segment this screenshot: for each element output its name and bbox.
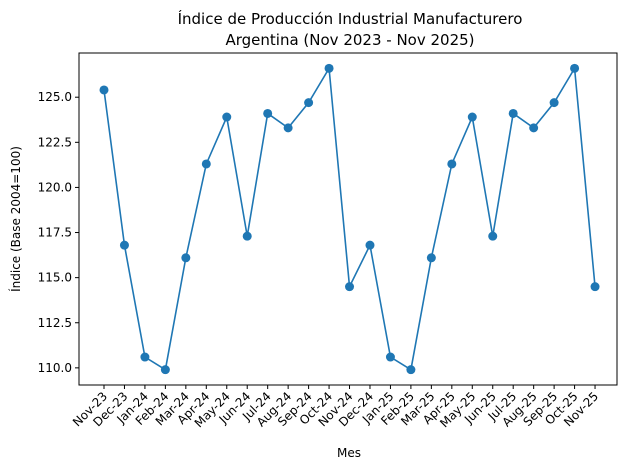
x-axis-label: Mes: [337, 446, 361, 460]
y-tick-label: 115.0: [38, 271, 72, 285]
data-point-Nov-24: [345, 282, 355, 292]
data-point-Jan-25: [385, 352, 395, 362]
data-point-Sep-25: [549, 98, 559, 108]
data-point-May-25: [467, 112, 477, 122]
chart-title-line1: Índice de Producción Industrial Manufact…: [178, 9, 523, 28]
y-tick-label: 125.0: [38, 90, 72, 104]
data-point-Sep-24: [304, 98, 314, 108]
data-point-Feb-24: [160, 365, 170, 375]
y-tick-label: 120.0: [38, 180, 72, 194]
data-point-Nov-25: [590, 282, 600, 292]
data-point-Apr-25: [447, 159, 457, 169]
series-line: [103, 65, 596, 371]
plot-area: [78, 52, 618, 386]
y-tick-label: 110.0: [38, 361, 72, 375]
data-point-Jul-25: [508, 108, 518, 118]
data-point-Feb-25: [406, 365, 416, 375]
data-point-Aug-25: [529, 123, 539, 133]
y-tick-label: 112.5: [38, 316, 72, 330]
data-point-Dec-24: [365, 240, 375, 250]
data-point-Oct-25: [570, 63, 580, 73]
y-tick-label: 117.5: [38, 226, 72, 240]
data-point-Mar-25: [426, 253, 436, 263]
data-point-Jan-24: [140, 352, 150, 362]
data-point-Dec-23: [119, 240, 129, 250]
chart-title-line2: Argentina (Nov 2023 - Nov 2025): [225, 31, 474, 49]
data-point-May-24: [222, 112, 232, 122]
y-axis-label: Índice (Base 2004=100): [8, 146, 23, 292]
data-point-Oct-24: [324, 63, 334, 73]
data-point-Apr-24: [201, 159, 211, 169]
data-point-Jun-24: [242, 231, 252, 241]
data-point-Aug-24: [283, 123, 293, 133]
data-point-Nov-23: [99, 85, 109, 95]
data-point-Mar-24: [181, 253, 191, 263]
data-point-Jul-24: [263, 108, 273, 118]
y-tick-label: 122.5: [38, 135, 72, 149]
data-point-Jun-25: [488, 231, 498, 241]
